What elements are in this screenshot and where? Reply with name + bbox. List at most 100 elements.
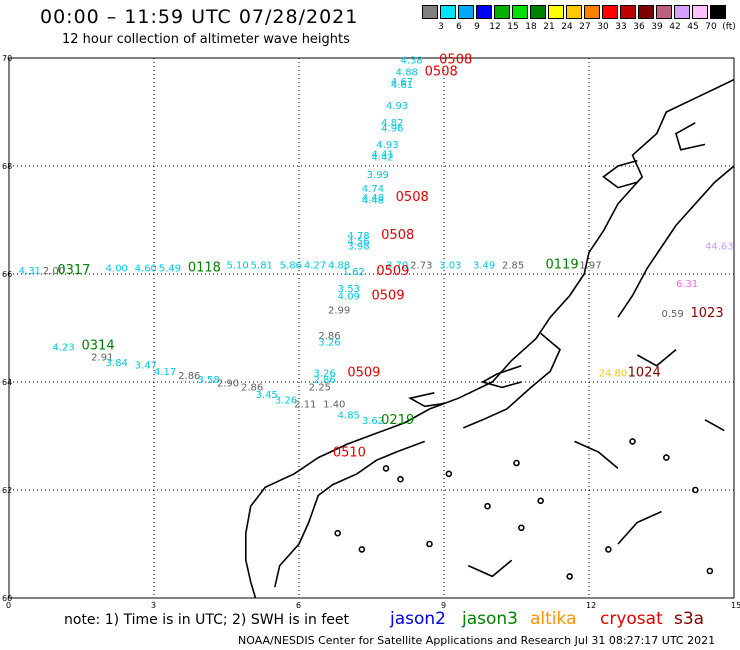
- color-swatch: [566, 5, 582, 19]
- color-swatch: [422, 5, 438, 19]
- map-title: 00:00 – 11:59 UTC 07/28/2021: [40, 6, 359, 28]
- wave-height-value: 3.45: [256, 390, 278, 401]
- island-speck: [484, 502, 491, 510]
- footer-credit: NOAA/NESDIS Center for Satellite Applica…: [238, 634, 716, 647]
- wave-height-value: 3.99: [367, 170, 389, 181]
- coastline-segment: [462, 332, 561, 429]
- color-scale-label: 39: [651, 22, 663, 32]
- pass-time-label: 0509: [376, 264, 409, 279]
- wave-height-value: 2.86: [178, 371, 200, 382]
- color-swatch: [602, 5, 618, 19]
- wave-height-value: 4.42: [372, 153, 394, 164]
- coastline-segment: [636, 348, 677, 367]
- wave-height-value: 4.09: [338, 291, 360, 302]
- color-scale-label: 33: [615, 22, 627, 32]
- wave-height-value: 3.26: [318, 337, 340, 348]
- coastline-segment: [574, 440, 619, 470]
- wave-height-value: 2.73: [410, 261, 432, 272]
- wave-height-value: 1.97: [579, 261, 601, 272]
- wave-height-value: 3.84: [106, 358, 128, 369]
- wave-height-value: 4.41: [372, 149, 394, 160]
- coastline-segment: [675, 122, 706, 151]
- lat-label: 66: [2, 270, 12, 279]
- wave-height-value: 2.91: [91, 352, 113, 363]
- color-scale-label: 9: [474, 22, 480, 32]
- island-speck: [426, 540, 433, 548]
- coastline-segment: [407, 392, 445, 408]
- coastline-segment: [467, 559, 513, 578]
- coastline-segment: [617, 165, 735, 318]
- wave-height-value: 2.86: [318, 331, 340, 342]
- pass-time-label: 0509: [372, 288, 405, 303]
- legend-item-cryosat: cryosat: [600, 609, 663, 629]
- color-scale-label: 42: [669, 22, 681, 32]
- lat-label: 64: [2, 378, 12, 387]
- color-scale-label: 3: [438, 22, 444, 32]
- color-scale-label: 27: [579, 22, 591, 32]
- wave-height-value: 4.38: [401, 55, 423, 66]
- wave-height-value: 4.82: [381, 118, 403, 129]
- wave-height-value: 6.31: [676, 279, 698, 290]
- coastline-segment: [480, 365, 522, 389]
- coastline-segment: [245, 78, 735, 599]
- legend-item-jason3: jason3: [462, 609, 518, 629]
- wave-height-value: 4.00: [106, 263, 128, 274]
- wave-height-value: 3.47: [135, 361, 157, 372]
- color-swatch: [710, 5, 726, 19]
- wave-height-value: 4.78: [347, 231, 369, 242]
- wave-height-value: 44.63: [705, 242, 734, 253]
- legend-item-altika: altika: [530, 609, 577, 629]
- pass-time-label: 0509: [347, 366, 380, 381]
- color-scale-label: 36: [633, 22, 645, 32]
- color-scale-label: 24: [561, 22, 573, 32]
- grid-lines: [9, 58, 734, 598]
- pass-time-label: 0119: [546, 258, 579, 273]
- wave-height-value: 2.00: [43, 266, 65, 277]
- wave-height-value: 24.80: [599, 369, 628, 380]
- color-swatch: [692, 5, 708, 19]
- lat-label: 68: [2, 162, 12, 171]
- wave-height-value: 4.60: [135, 263, 157, 274]
- pass-time-label: 0118: [188, 260, 221, 275]
- color-swatch: [494, 5, 510, 19]
- wave-height-value: 3.49: [473, 261, 495, 272]
- lat-label: 60: [2, 594, 12, 603]
- pass-time-label: 0314: [82, 339, 115, 354]
- pass-time-label: 0508: [381, 228, 414, 243]
- wave-height-value: 5.86: [280, 261, 302, 272]
- island-speck: [334, 529, 341, 537]
- wave-height-value: 5.81: [251, 261, 273, 272]
- color-scale-label: 45: [687, 22, 699, 32]
- wave-height-value: 4.27: [304, 261, 326, 272]
- wave-height-value: 2.86: [314, 375, 336, 386]
- pass-time-label: 0219: [381, 413, 414, 428]
- wave-height-value: 3.53: [338, 284, 360, 295]
- lon-label: 15: [731, 601, 740, 610]
- coastline-segment: [704, 419, 725, 432]
- wave-height-value: 3.70: [386, 261, 408, 272]
- wave-height-value: 4.56: [347, 236, 369, 247]
- island-speck: [629, 438, 636, 445]
- coastline-segment: [617, 510, 662, 545]
- map-frame: [8, 57, 735, 599]
- wave-height-value: 4.17: [154, 367, 176, 378]
- wave-height-value: 4.67: [391, 77, 413, 88]
- color-swatch: [476, 5, 492, 19]
- island-speck: [382, 465, 390, 472]
- color-scale-label: 6: [456, 22, 462, 32]
- wave-height-value: 5.10: [227, 261, 249, 272]
- color-swatch: [458, 5, 474, 19]
- island-speck: [518, 524, 525, 532]
- wave-height-value: 2.86: [241, 383, 263, 394]
- wave-height-value: 0.59: [662, 309, 684, 320]
- pass-time-label: 0510: [333, 446, 366, 461]
- wave-height-value: 2.85: [502, 261, 524, 272]
- color-swatch: [530, 5, 546, 19]
- note-text: note: 1) Time is in UTC; 2) SWH is in fe…: [64, 612, 350, 628]
- coastline-segment: [274, 440, 425, 588]
- wave-height-value: 4.88: [328, 261, 350, 272]
- axis-labels: 70 68 66 64 62 600 3 6 9 12 15: [2, 54, 740, 610]
- pass-time-label: 0508: [425, 64, 458, 79]
- wave-height-value: 3.62: [362, 416, 384, 427]
